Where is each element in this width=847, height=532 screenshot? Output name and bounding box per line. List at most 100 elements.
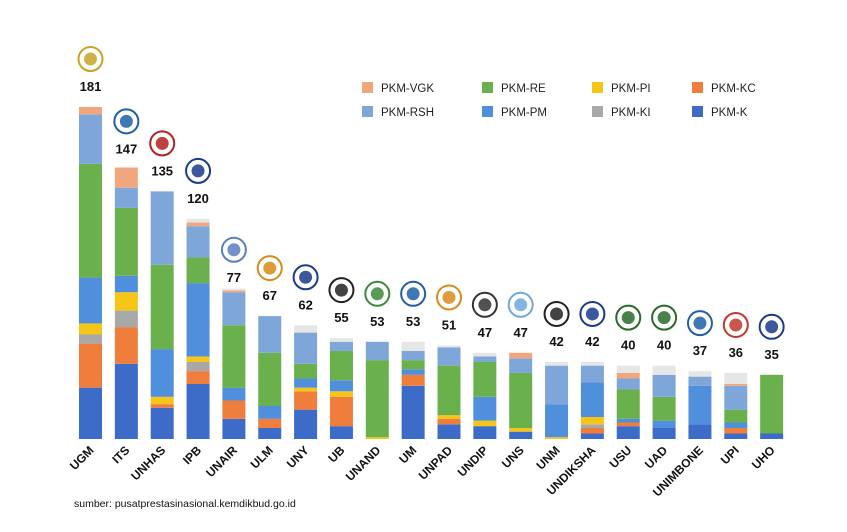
bar-segment-ulm-pkm-kc — [258, 418, 282, 428]
bar-segment-unhas-pkm-rsh — [150, 191, 174, 265]
university-logo-unand — [364, 280, 391, 307]
category-label-ipb: IPB — [180, 443, 204, 467]
legend-swatch — [592, 82, 603, 93]
bar-segment-unm-pkm-pi — [545, 437, 569, 439]
university-logo-uns — [507, 291, 534, 318]
logo-emblem — [729, 318, 743, 332]
bar-segment-uad-other — [652, 365, 676, 375]
logo-emblem — [119, 114, 133, 128]
bar-segment-uny-pkm-rsh — [294, 332, 318, 364]
bar-segment-unhas-pkm-k — [150, 407, 174, 439]
category-label-unand: UNAND — [343, 443, 384, 484]
bar-segment-upi-pkm-kc — [724, 427, 748, 434]
bar-segment-unimbone-pkm-k — [688, 424, 712, 439]
legend-swatch — [592, 106, 603, 117]
total-label-uho: 35 — [764, 347, 778, 362]
total-label-unm: 42 — [549, 334, 563, 349]
logo-emblem — [155, 136, 169, 150]
university-logo-ugm — [77, 46, 104, 72]
legend-item-pkm-rsh: PKM-RSH — [362, 106, 434, 119]
total-label-unand: 53 — [370, 314, 384, 329]
bar-segment-undip-pkm-rsh — [473, 356, 497, 362]
legend-label: PKM-RSH — [381, 107, 434, 119]
bar-segment-um-pkm-kc — [401, 374, 425, 386]
bar-segment-unand-pkm-rsh — [365, 341, 389, 361]
bar-segment-usu-pkm-kc — [616, 422, 640, 427]
legend-item-pkm-re: PKM-RE — [482, 82, 546, 95]
legend-swatch — [692, 82, 703, 93]
logo-emblem — [191, 164, 205, 178]
total-label-undip: 47 — [478, 325, 492, 340]
bar-segment-unair-pkm-kc — [222, 400, 246, 419]
bar-segment-upi-pkm-pm — [724, 422, 748, 428]
university-logo-ub — [328, 277, 355, 304]
category-label-unhas: UNHAS — [128, 443, 168, 483]
university-logo-undip — [471, 291, 498, 318]
logo-emblem — [263, 261, 277, 275]
logo-emblem — [765, 320, 779, 334]
total-label-um: 53 — [406, 314, 420, 329]
bar-segment-unhas-pkm-pm — [150, 349, 174, 397]
legend-swatch — [362, 82, 373, 93]
bar-segment-ugm-pkm-k — [79, 387, 102, 439]
bar-segment-ipb-pkm-re — [186, 257, 210, 284]
bar-segment-its-pkm-rsh — [114, 187, 138, 208]
bar-segment-its-pkm-vgk — [114, 167, 138, 188]
category-label-usu: USU — [607, 443, 635, 471]
bar-segment-uho-pkm-re — [760, 374, 784, 434]
bar-segment-usu-pkm-vgk — [616, 372, 640, 379]
bar-segment-unimbone-pkm-rsh — [688, 376, 712, 386]
university-logo-um — [400, 280, 427, 307]
total-label-ulm: 67 — [263, 288, 277, 303]
category-label-unair: UNAIR — [203, 443, 240, 480]
university-logo-unpad — [436, 284, 462, 311]
bar-segment-ulm-pkm-k — [258, 427, 282, 439]
bar-segment-undiksha-pkm-ki — [580, 424, 604, 428]
bar-segment-um-pkm-re — [401, 360, 425, 370]
bar-segment-ugm-pkm-vgk — [79, 107, 102, 115]
bar-segment-uho-pkm-k — [760, 433, 784, 439]
bar-segment-uns-pkm-rsh — [509, 358, 533, 373]
bar-segment-unpad-pkm-rsh — [437, 347, 461, 366]
bar-segment-ub-pkm-kc — [329, 396, 353, 427]
total-label-upi: 36 — [729, 345, 743, 360]
legend-label: PKM-KC — [711, 83, 756, 95]
bar-segment-undip-pkm-pi — [473, 420, 497, 427]
bar-segment-ipb-pkm-pm — [186, 283, 210, 357]
bar-segment-its-pkm-pi — [114, 292, 138, 311]
bar-segment-usu-other — [616, 365, 640, 373]
bar-segment-uns-pkm-k — [509, 431, 533, 439]
total-label-uad: 40 — [657, 338, 671, 353]
bar-segment-unpad-pkm-pi — [437, 415, 461, 419]
bar-segment-unimbone-other — [688, 371, 712, 377]
bar-segment-ugm-pkm-ki — [79, 334, 102, 344]
bar-segment-unair-pkm-k — [222, 418, 246, 439]
total-label-its: 147 — [115, 141, 137, 156]
bar-segment-undiksha-pkm-pi — [580, 416, 604, 425]
university-logo-uad — [651, 304, 678, 331]
category-label-its: ITS — [109, 443, 132, 466]
legend-label: PKM-PI — [611, 83, 651, 95]
logo-emblem — [299, 270, 313, 284]
bar-segment-upi-pkm-re — [724, 409, 748, 423]
bar-segment-its-pkm-k — [114, 363, 138, 439]
total-label-uny: 62 — [298, 297, 312, 312]
total-label-unpad: 51 — [442, 317, 456, 332]
bar-segment-undip-pkm-k — [473, 426, 497, 439]
bar-segment-uny-pkm-k — [294, 409, 318, 439]
bar-segment-unpad-pkm-kc — [437, 418, 461, 425]
bar-segment-usu-pkm-rsh — [616, 378, 640, 390]
bar-segment-unpad-pkm-re — [437, 365, 461, 416]
bar-segment-upi-pkm-rsh — [724, 385, 748, 410]
bar-segment-unm-pkm-rsh — [545, 365, 569, 405]
bar-segment-ub-pkm-re — [329, 350, 353, 381]
logo-emblem — [657, 311, 671, 325]
bar-segment-ipb-pkm-pi — [186, 356, 210, 362]
bar-segment-uny-pkm-re — [294, 363, 318, 379]
bar-segment-undiksha-pkm-pm — [580, 382, 604, 417]
bar-segment-ipb-pkm-ki — [186, 361, 210, 372]
bar-segment-unair-pkm-vgk — [222, 290, 246, 293]
bar-segment-unpad-pkm-k — [437, 424, 461, 439]
bar-segment-unhas-pkm-pi — [150, 396, 174, 405]
logo-emblem — [84, 52, 97, 66]
